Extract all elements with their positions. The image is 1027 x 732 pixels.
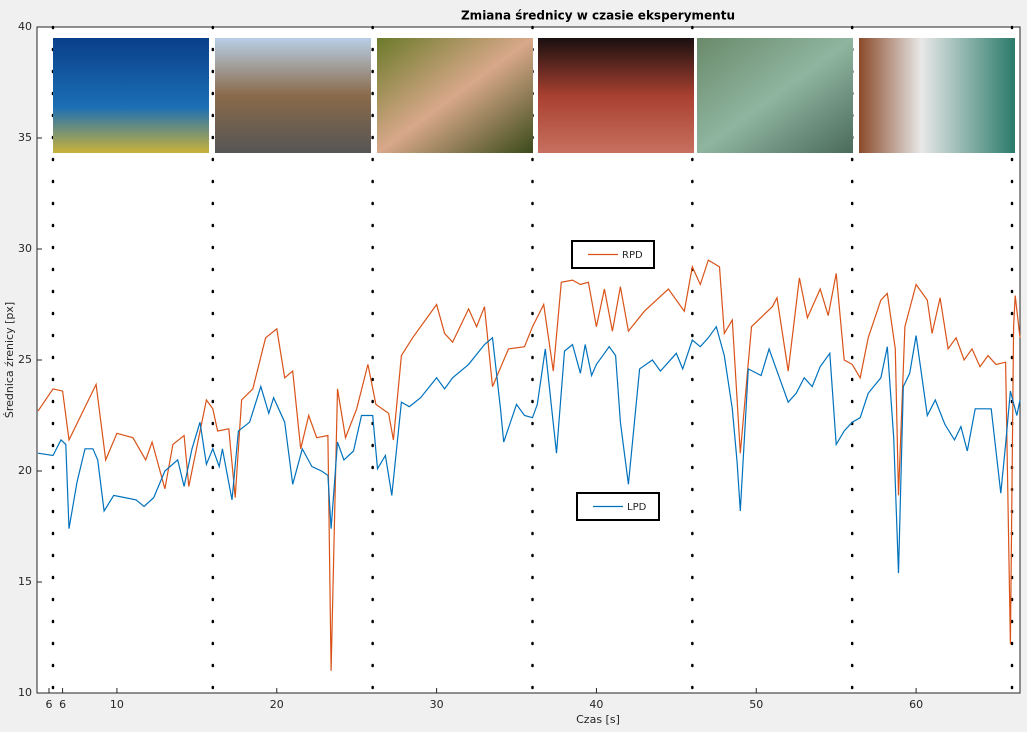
y-tick-label: 30 bbox=[18, 242, 32, 255]
x-tick-label: 40 bbox=[589, 698, 603, 711]
photo bbox=[53, 38, 209, 153]
y-tick-label: 25 bbox=[18, 353, 32, 366]
photo bbox=[377, 38, 533, 153]
x-tick-label: 30 bbox=[430, 698, 444, 711]
x-tick-label: 20 bbox=[270, 698, 284, 711]
y-tick-label: 20 bbox=[18, 464, 32, 477]
photo bbox=[538, 38, 694, 153]
legend-label: RPD bbox=[622, 250, 643, 261]
series-line bbox=[37, 259, 1021, 671]
y-tick-label: 10 bbox=[18, 686, 32, 699]
x-tick-label: 50 bbox=[749, 698, 763, 711]
photo bbox=[215, 38, 371, 153]
y-tick-label: 35 bbox=[18, 131, 32, 144]
x-tick-label: 6 bbox=[45, 698, 52, 711]
chart-title: Zmiana średnicy w czasie eksperymentu bbox=[461, 9, 735, 23]
photo bbox=[859, 38, 1015, 153]
x-axis-label: Czas [s] bbox=[576, 713, 620, 726]
photo bbox=[697, 38, 853, 153]
x-tick-label: 60 bbox=[909, 698, 923, 711]
x-tick-label: 6 bbox=[59, 698, 66, 711]
y-axis-label: Średnica źrenicy [px] bbox=[3, 302, 16, 418]
y-tick-label: 15 bbox=[18, 575, 32, 588]
y-tick-label: 40 bbox=[18, 20, 32, 33]
series-line bbox=[37, 325, 1021, 574]
x-tick-label: 10 bbox=[110, 698, 124, 711]
legend-label: LPD bbox=[627, 502, 647, 513]
photo-strip bbox=[53, 38, 1015, 153]
